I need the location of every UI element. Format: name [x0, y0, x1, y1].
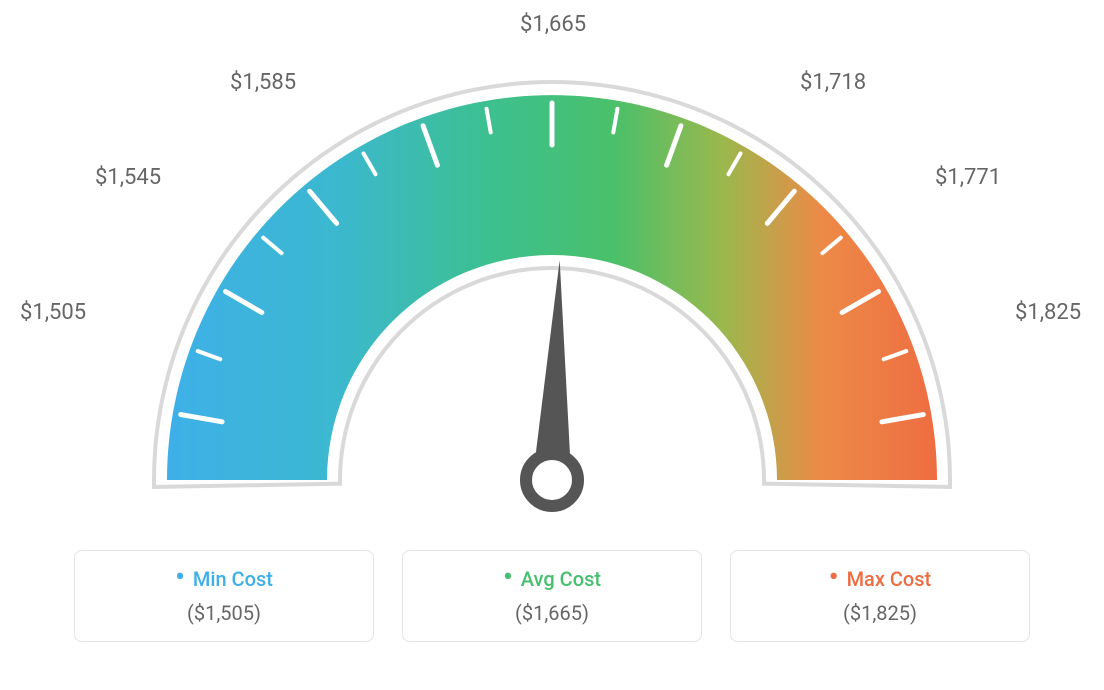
gauge-area: $1,505 $1,545 $1,585 $1,665 $1,718 $1,771 $1,8… [0, 0, 1104, 540]
legend-card: Max Cost ($1,825) [730, 550, 1030, 642]
scale-label: $1,825 [1015, 300, 1081, 325]
scale-label: $1,718 [800, 70, 866, 95]
legend-value: ($1,825) [751, 601, 1009, 625]
scale-label: $1,771 [935, 165, 1001, 190]
legend-card: Min Cost ($1,505) [74, 550, 374, 642]
scale-label: $1,585 [230, 70, 296, 95]
legend-title: Min Cost [95, 567, 353, 591]
gauge-chart-container: $1,505 $1,545 $1,585 $1,665 $1,718 $1,771 $1,8… [0, 0, 1104, 690]
legend-title: Max Cost [751, 567, 1009, 591]
legend-card: Avg Cost ($1,665) [402, 550, 702, 642]
legend-value: ($1,665) [423, 601, 681, 625]
scale-label: $1,545 [95, 165, 161, 190]
scale-label: $1,505 [20, 300, 86, 325]
legend-row: Min Cost ($1,505) Avg Cost ($1,665) Max Cost… [0, 540, 1104, 642]
scale-label: $1,665 [520, 12, 586, 37]
gauge-svg [0, 0, 1104, 540]
legend-title: Avg Cost [423, 567, 681, 591]
legend-value: ($1,505) [95, 601, 353, 625]
